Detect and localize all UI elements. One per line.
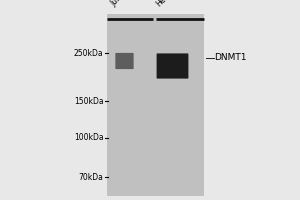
Text: DNMT1: DNMT1: [214, 53, 247, 62]
Text: 150kDa: 150kDa: [74, 97, 103, 106]
Bar: [106, 14, 204, 196]
Text: 250kDa: 250kDa: [74, 48, 103, 58]
Text: HeLa: HeLa: [154, 0, 174, 8]
Text: Jurkat: Jurkat: [109, 0, 131, 8]
FancyBboxPatch shape: [157, 53, 188, 79]
Text: 70kDa: 70kDa: [79, 172, 104, 182]
Text: 100kDa: 100kDa: [74, 134, 103, 142]
FancyBboxPatch shape: [115, 53, 134, 69]
